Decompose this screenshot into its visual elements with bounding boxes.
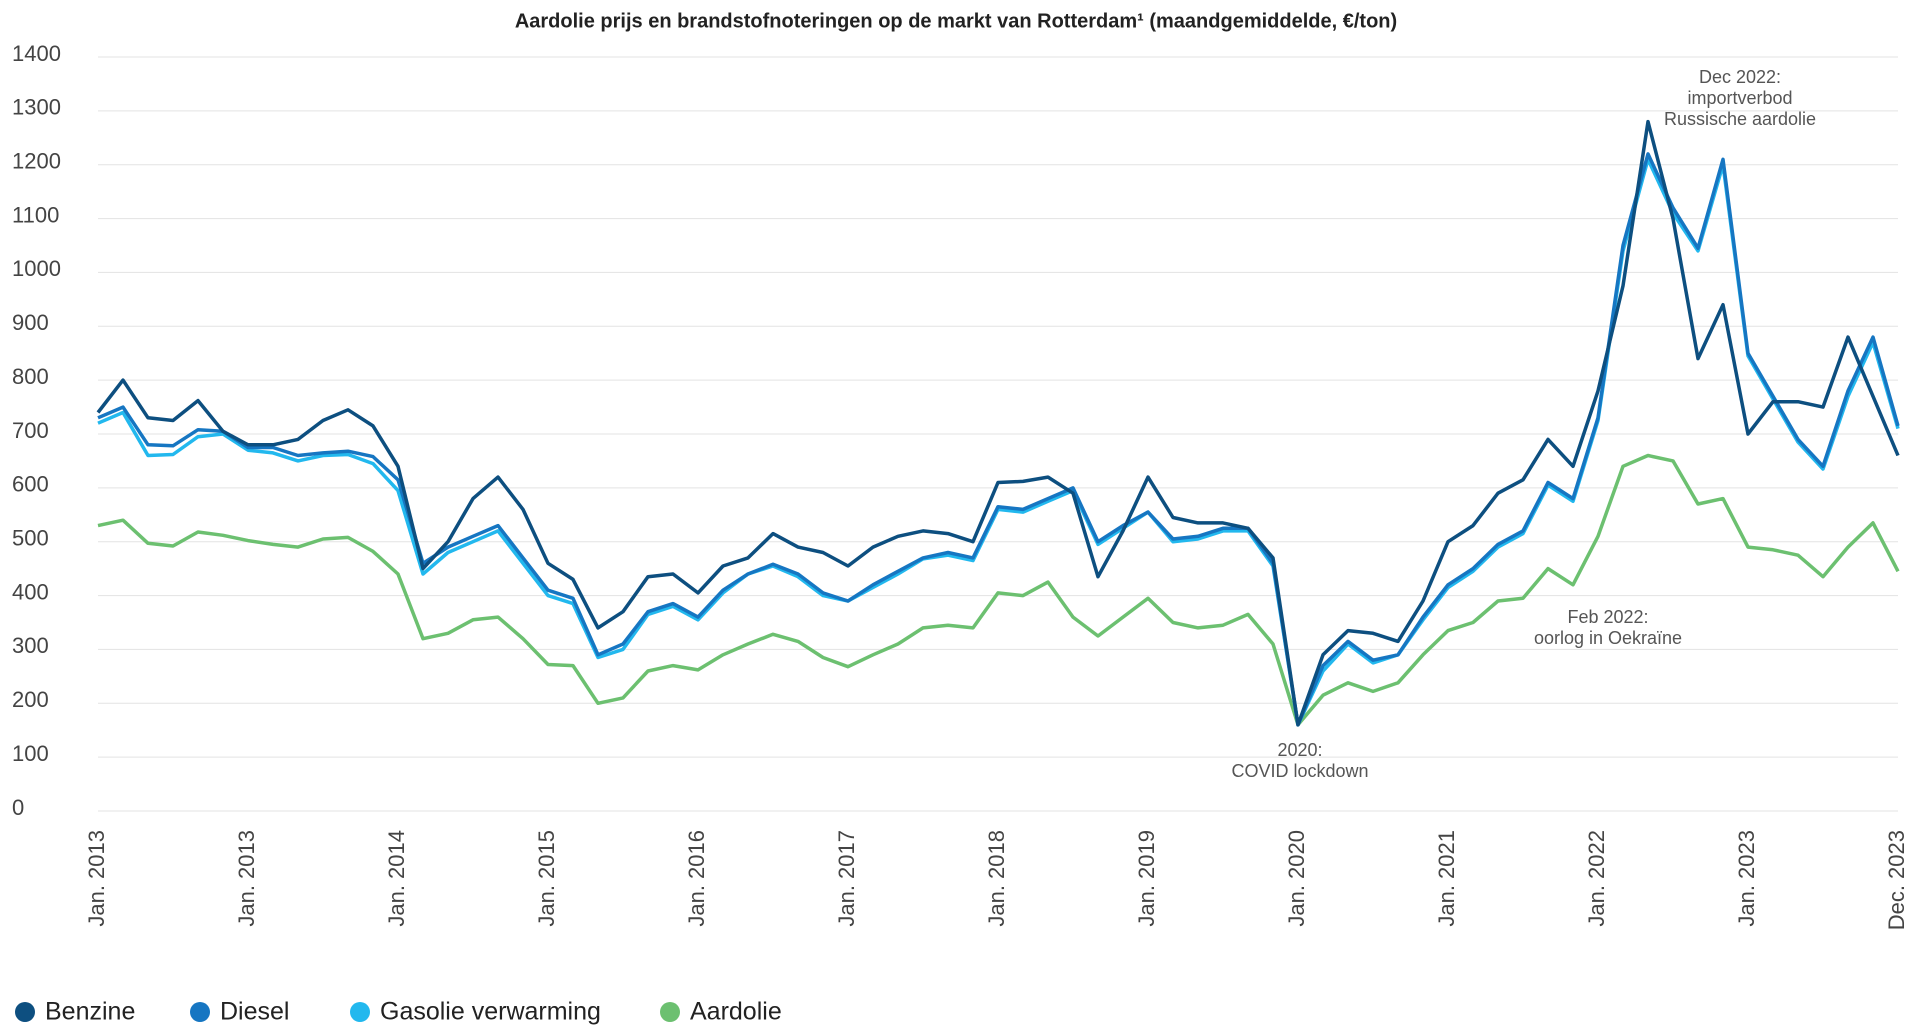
legend-marker — [660, 1002, 680, 1022]
legend-marker — [350, 1002, 370, 1022]
annotation: oorlog in Oekraïne — [1534, 628, 1682, 648]
line-series — [97, 453, 1900, 727]
x-tick-label: Jan. 2018 — [984, 830, 1009, 927]
annotation: Feb 2022: — [1567, 607, 1648, 627]
y-tick-label: 1000 — [12, 256, 61, 281]
legend-label: Benzine — [45, 998, 135, 1026]
legend-label: Aardolie — [690, 998, 782, 1026]
x-tick-label: Jan. 2021 — [1434, 830, 1459, 927]
x-tick-label: Jan. 2023 — [1734, 830, 1759, 927]
x-tick-label: Jan. 2014 — [384, 830, 409, 927]
annotation: Dec 2022: — [1699, 67, 1781, 87]
x-tick-label: Jan. 2017 — [834, 830, 859, 927]
x-tick-label: Jan. 2013 — [234, 830, 259, 927]
annotation: 2020: — [1277, 740, 1322, 760]
x-tick-label: Jan. 2013 — [84, 830, 109, 927]
y-tick-label: 0 — [12, 795, 24, 820]
y-tick-label: 200 — [12, 687, 49, 712]
line-series — [97, 152, 1900, 727]
y-tick-label: 500 — [12, 526, 49, 551]
y-tick-label: 800 — [12, 364, 49, 389]
y-tick-label: 1400 — [12, 41, 61, 66]
legend-label: Gasolie verwarming — [380, 998, 601, 1026]
x-tick-label: Dec. 2023 — [1884, 830, 1909, 930]
x-tick-label: Jan. 2015 — [534, 830, 559, 927]
y-tick-label: 300 — [12, 633, 49, 658]
y-tick-label: 900 — [12, 310, 49, 335]
legend-marker — [15, 1002, 35, 1022]
y-tick-label: 1300 — [12, 95, 61, 120]
y-tick-label: 700 — [12, 418, 49, 443]
y-tick-label: 1200 — [12, 149, 61, 174]
x-tick-label: Jan. 2019 — [1134, 830, 1159, 927]
y-tick-label: 600 — [12, 472, 49, 497]
annotation: COVID lockdown — [1231, 761, 1368, 781]
legend-marker — [190, 1002, 210, 1022]
line-series — [96, 119, 1900, 727]
x-tick-label: Jan. 2016 — [684, 830, 709, 927]
y-tick-label: 1100 — [12, 202, 59, 227]
y-tick-label: 100 — [12, 741, 49, 766]
annotation: Russische aardolie — [1664, 109, 1816, 129]
annotation: importverbod — [1687, 88, 1792, 108]
chart-title: Aardolie prijs en brandstofnoteringen op… — [515, 10, 1397, 32]
y-tick-label: 400 — [12, 579, 49, 604]
x-tick-label: Jan. 2022 — [1584, 830, 1609, 927]
legend-label: Diesel — [220, 998, 289, 1026]
x-tick-label: Jan. 2020 — [1284, 830, 1309, 927]
